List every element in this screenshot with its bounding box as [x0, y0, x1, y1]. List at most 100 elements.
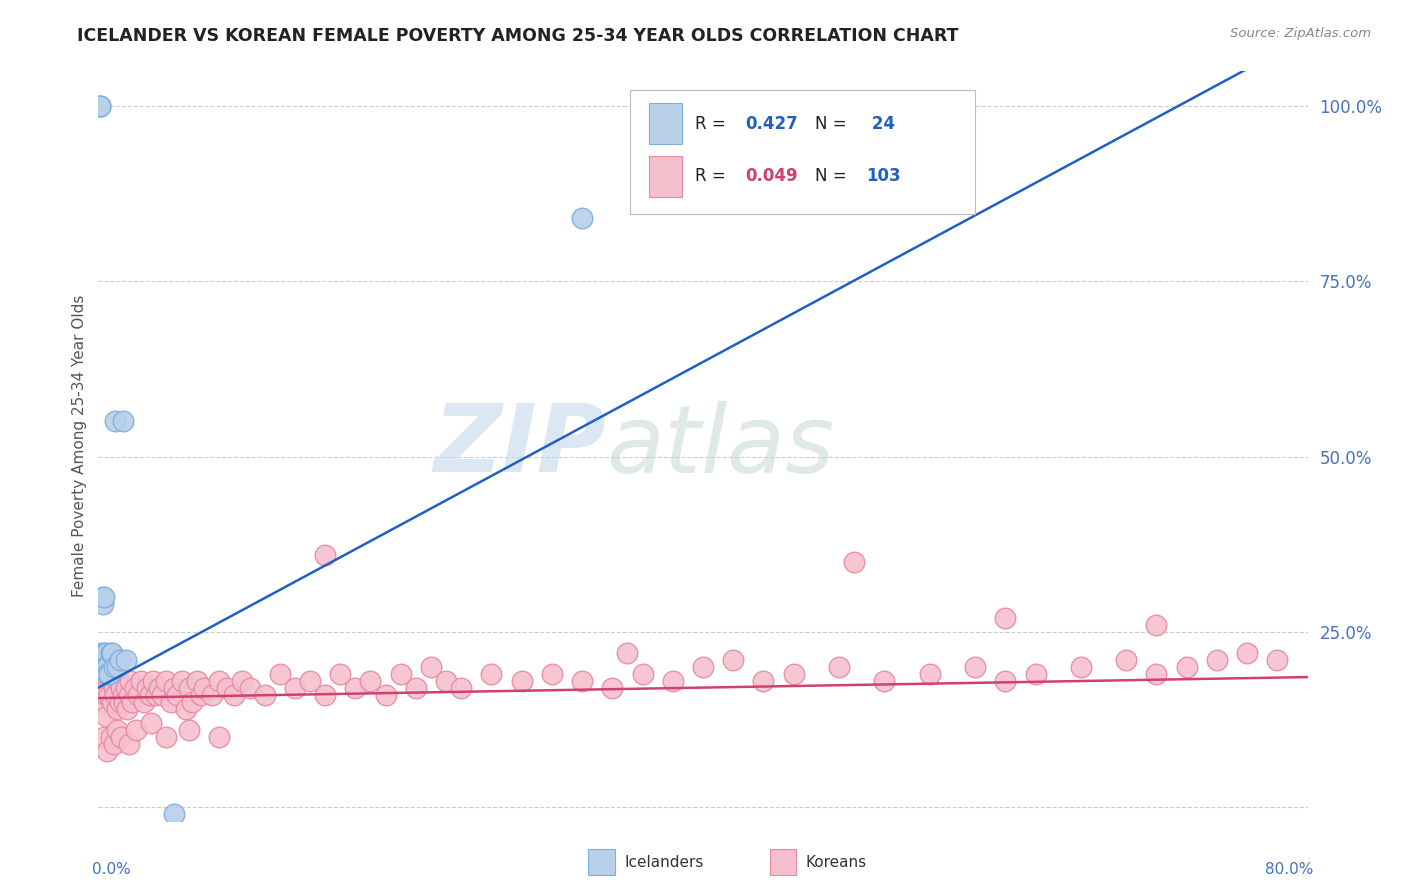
Point [723, 652, 745, 666]
Point [193, 681, 215, 695]
Point [121, 695, 143, 709]
Point [1236, 646, 1258, 660]
Point [132, 695, 155, 709]
Point [783, 666, 806, 681]
Point [155, 673, 177, 688]
Point [135, 681, 157, 695]
Point [145, 688, 167, 702]
Point [170, 673, 193, 688]
Point [389, 666, 412, 681]
Text: ICELANDER VS KOREAN FEMALE POVERTY AMONG 25-34 YEAR OLDS CORRELATION CHART: ICELANDER VS KOREAN FEMALE POVERTY AMONG… [77, 27, 959, 45]
Point [94, 646, 117, 660]
Point [125, 723, 148, 737]
Point [299, 673, 322, 688]
Point [208, 730, 231, 744]
Point [540, 666, 562, 681]
Point [181, 695, 204, 709]
Point [104, 688, 127, 702]
Point [96, 681, 118, 695]
Point [150, 688, 173, 702]
Point [360, 673, 382, 688]
Point [96, 659, 118, 673]
Point [104, 415, 127, 429]
Point [111, 688, 134, 702]
Point [434, 673, 457, 688]
Point [201, 688, 224, 702]
Point [89, 99, 111, 113]
Point [89, 99, 111, 113]
Point [405, 681, 427, 695]
Point [481, 666, 503, 681]
Point [148, 681, 170, 695]
Point [110, 681, 132, 695]
Point [114, 681, 136, 695]
Point [253, 688, 276, 702]
Text: atlas: atlas [606, 401, 835, 491]
Point [89, 99, 111, 113]
Point [105, 701, 128, 715]
Point [115, 701, 138, 715]
FancyBboxPatch shape [648, 103, 682, 145]
Text: Source: ZipAtlas.com: Source: ZipAtlas.com [1230, 27, 1371, 40]
Point [98, 666, 121, 681]
Point [844, 555, 866, 569]
Point [91, 681, 114, 695]
Point [90, 652, 112, 666]
Point [105, 659, 128, 673]
Point [96, 666, 118, 681]
Point [93, 730, 115, 744]
Point [100, 646, 122, 660]
Point [828, 659, 851, 673]
Text: 80.0%: 80.0% [1265, 862, 1313, 877]
Point [208, 673, 231, 688]
Point [166, 688, 188, 702]
Point [420, 659, 443, 673]
Point [129, 673, 152, 688]
Point [510, 673, 533, 688]
Text: 0.0%: 0.0% [93, 862, 131, 877]
Text: R =: R = [695, 115, 731, 133]
Point [344, 681, 367, 695]
Point [329, 666, 352, 681]
Point [105, 723, 128, 737]
FancyBboxPatch shape [769, 849, 796, 875]
Point [994, 673, 1017, 688]
Text: Icelanders: Icelanders [624, 855, 704, 870]
FancyBboxPatch shape [648, 155, 682, 197]
Point [100, 730, 122, 744]
Point [450, 681, 472, 695]
Point [108, 652, 131, 666]
Point [190, 688, 212, 702]
Point [179, 681, 201, 695]
Point [142, 673, 165, 688]
Point [616, 646, 638, 660]
Point [314, 548, 336, 562]
Point [215, 681, 238, 695]
Point [94, 708, 117, 723]
Point [602, 681, 624, 695]
Point [186, 673, 208, 688]
Point [103, 681, 125, 695]
Point [107, 673, 129, 688]
Point [124, 681, 146, 695]
Point [90, 646, 112, 660]
Point [160, 695, 183, 709]
Point [101, 695, 124, 709]
Point [661, 673, 683, 688]
Text: Koreans: Koreans [806, 855, 868, 870]
FancyBboxPatch shape [630, 90, 976, 214]
Point [692, 659, 714, 673]
Y-axis label: Female Poverty Among 25-34 Year Olds: Female Poverty Among 25-34 Year Olds [72, 295, 87, 597]
Point [239, 681, 262, 695]
Point [631, 666, 654, 681]
Point [284, 681, 307, 695]
Text: 24: 24 [866, 115, 896, 133]
Text: 0.427: 0.427 [745, 115, 799, 133]
Point [179, 723, 201, 737]
Point [571, 211, 593, 226]
Point [93, 590, 115, 604]
Point [965, 659, 987, 673]
Point [93, 695, 115, 709]
Point [163, 681, 186, 695]
Point [98, 688, 121, 702]
